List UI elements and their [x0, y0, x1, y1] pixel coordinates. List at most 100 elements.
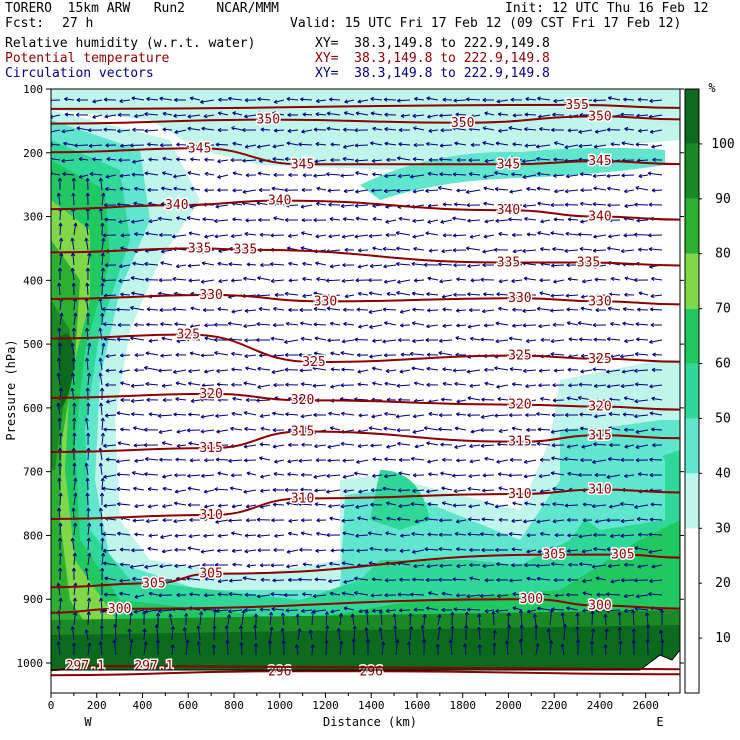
circulation-vector — [155, 612, 161, 626]
circulation-vector — [161, 441, 173, 446]
circulation-vector — [200, 249, 215, 254]
circulation-vector — [634, 578, 649, 583]
circulation-vector — [315, 112, 327, 117]
circulation-vector — [651, 427, 663, 432]
circulation-vector — [353, 471, 369, 476]
circulation-vector — [170, 625, 175, 641]
circulation-vector — [132, 261, 145, 266]
circulation-vector — [341, 591, 355, 596]
circulation-vector — [537, 96, 551, 101]
circulation-vector — [316, 518, 327, 523]
circulation-vector — [244, 231, 257, 237]
circulation-vector — [649, 411, 663, 416]
circulation-vector — [260, 127, 271, 132]
circulation-vector — [325, 625, 330, 641]
circulation-vector — [540, 502, 551, 507]
circulation-vector — [523, 276, 537, 281]
circulation-vector — [372, 246, 383, 251]
circulation-vector — [174, 489, 187, 494]
circulation-vector — [620, 457, 635, 463]
circulation-vector — [356, 352, 369, 358]
circulation-vector — [142, 628, 147, 641]
circulation-vector — [230, 233, 243, 239]
circulation-vector — [257, 366, 271, 371]
circulation-vector — [186, 428, 201, 433]
circulation-vector — [454, 141, 467, 146]
circulation-vector — [495, 608, 509, 614]
circulation-vector — [634, 504, 649, 509]
circulation-vector — [245, 397, 256, 403]
circulation-vector — [525, 412, 537, 418]
circulation-vector — [98, 357, 103, 371]
field-rh-name: Relative humidity (w.r.t. water) — [5, 36, 256, 51]
circulation-vector — [157, 413, 173, 418]
circulation-vector — [218, 503, 229, 508]
circulation-vector — [315, 458, 327, 463]
circulation-vector — [58, 492, 63, 506]
circulation-vector — [300, 414, 313, 419]
circulation-vector — [298, 458, 313, 463]
circulation-vector — [329, 516, 341, 521]
plot-frame — [50, 88, 681, 694]
circulation-vector — [228, 518, 243, 523]
circulation-vector — [174, 547, 187, 552]
circulation-vector — [258, 306, 271, 312]
circulation-vector — [438, 532, 453, 537]
x-tick-label: 2600 — [632, 699, 659, 712]
circulation-vector — [300, 531, 313, 536]
circulation-vector — [384, 126, 397, 132]
circulation-vector — [130, 412, 145, 417]
circulation-vector — [297, 628, 302, 641]
colorbar-label: 100 — [711, 137, 734, 152]
circulation-vector — [553, 98, 565, 104]
circulation-vector — [553, 157, 565, 162]
colorbar-segment — [685, 528, 699, 584]
circulation-vector — [608, 218, 621, 223]
circulation-vector — [393, 625, 398, 641]
circulation-vector — [637, 564, 649, 569]
circulation-vector — [315, 531, 327, 536]
circulation-vector — [621, 548, 635, 553]
circulation-vector — [160, 534, 173, 539]
circulation-vector — [396, 188, 411, 193]
circulation-vector — [631, 609, 636, 626]
circulation-vector — [285, 203, 299, 208]
circulation-vector — [100, 282, 105, 296]
circulation-vector — [98, 372, 103, 386]
circulation-vector — [256, 398, 271, 403]
circulation-vector — [575, 626, 580, 641]
circulation-vector — [230, 531, 243, 536]
circulation-vector — [315, 261, 327, 266]
circulation-vector — [511, 172, 523, 177]
circulation-vector — [395, 639, 400, 656]
circulation-vector — [427, 219, 439, 224]
theta-label: 330 — [588, 294, 611, 309]
circulation-vector — [100, 432, 105, 446]
circulation-vector — [100, 312, 105, 326]
circulation-vector — [652, 157, 663, 162]
circulation-vector — [134, 232, 145, 237]
circulation-vector — [147, 546, 159, 551]
circulation-vector — [580, 306, 593, 311]
circulation-vector — [540, 247, 551, 252]
circulation-vector — [358, 413, 369, 418]
circulation-vector — [326, 126, 341, 131]
circulation-vector — [232, 396, 243, 401]
circulation-vector — [550, 231, 565, 236]
circulation-vector — [395, 231, 411, 236]
circulation-vector — [372, 381, 383, 386]
circulation-vector — [512, 501, 523, 506]
circulation-vector — [103, 443, 117, 448]
theta-line-345 — [51, 147, 680, 166]
circulation-vector — [368, 278, 383, 283]
circulation-vector — [496, 577, 509, 583]
circulation-vector — [354, 203, 369, 208]
circulation-vector — [634, 546, 649, 551]
theta-label: 335 — [577, 255, 600, 270]
circulation-vector — [336, 627, 342, 641]
circulation-vector — [477, 644, 482, 656]
circulation-vector — [621, 173, 635, 178]
circulation-vector — [400, 533, 411, 538]
circulation-vector — [619, 501, 635, 507]
circulation-vector — [231, 411, 243, 416]
